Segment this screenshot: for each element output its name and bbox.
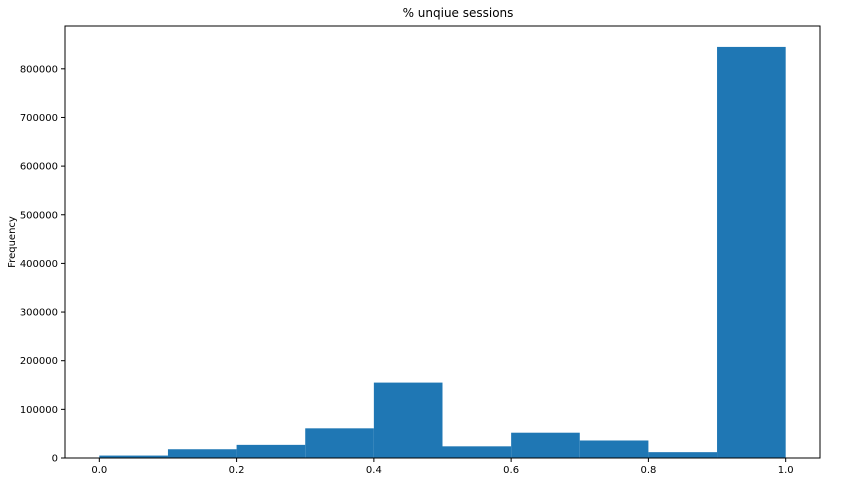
histogram-bar-9 bbox=[717, 46, 786, 459]
bars-group bbox=[99, 46, 786, 459]
histogram-bar-7 bbox=[579, 440, 649, 458]
y-tick-label: 400000 bbox=[20, 259, 58, 270]
histogram-bar-8 bbox=[648, 452, 718, 458]
y-tick-label: 100000 bbox=[20, 405, 58, 416]
chart-title: % unqiue sessions bbox=[403, 6, 514, 20]
y-tick-label: 200000 bbox=[20, 356, 58, 367]
x-tick-label: 0.8 bbox=[640, 465, 656, 476]
y-ticks-group: 0 100000 200000 300000 400000 500000 600000 700… bbox=[20, 64, 65, 465]
x-tick-label: 0.0 bbox=[91, 465, 107, 476]
y-tick-label: 800000 bbox=[20, 64, 58, 75]
histogram-bar-4 bbox=[373, 382, 443, 458]
plot-frame bbox=[64, 25, 821, 459]
histogram-bar-3 bbox=[305, 428, 374, 458]
x-tick-label: 1.0 bbox=[778, 465, 794, 476]
x-tick-label: 0.2 bbox=[229, 465, 245, 476]
x-tick-label: 0.6 bbox=[503, 465, 519, 476]
histogram-bar-1 bbox=[167, 449, 237, 458]
y-tick-label: 700000 bbox=[20, 113, 58, 124]
x-tick-label: 0.4 bbox=[366, 465, 382, 476]
y-tick-label: 500000 bbox=[20, 210, 58, 221]
y-tick-label: 0 bbox=[52, 454, 58, 465]
y-axis-label: Frequency bbox=[7, 216, 18, 268]
histogram-bar-0 bbox=[99, 455, 168, 458]
y-tick-label: 600000 bbox=[20, 162, 58, 173]
x-ticks-group: 0.0 0.2 0.4 0.6 0.8 1.0 bbox=[91, 458, 794, 476]
histogram-bar-5 bbox=[442, 446, 512, 458]
histogram-bar-2 bbox=[236, 444, 306, 458]
histogram-bar-6 bbox=[511, 432, 580, 458]
y-tick-label: 300000 bbox=[20, 308, 58, 319]
